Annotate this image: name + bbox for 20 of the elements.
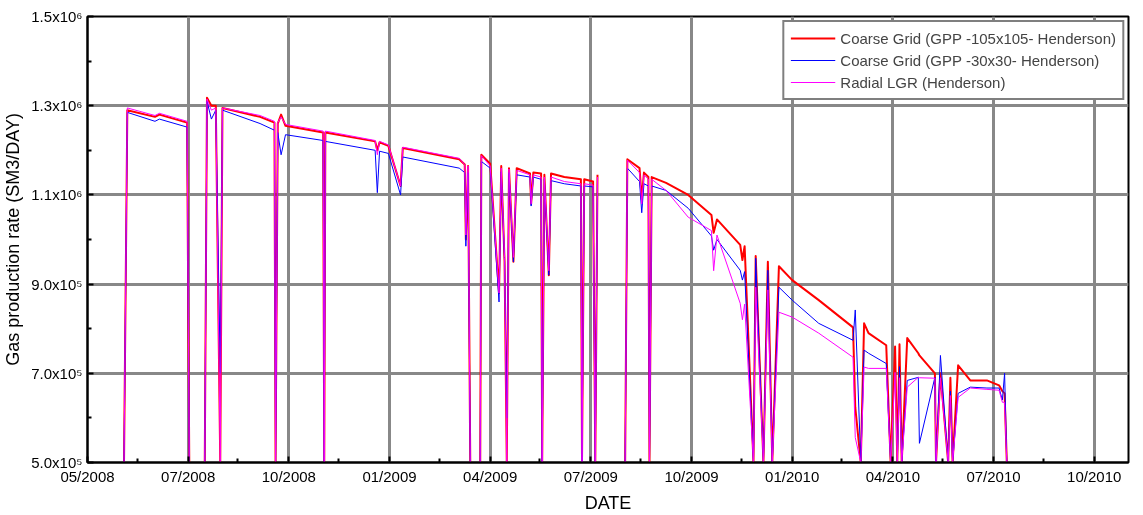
x-tick-label: 04/2009 xyxy=(463,467,518,485)
y-axis-title: Gas production rate (SM3/DAY) xyxy=(3,113,24,366)
x-tick-label: 07/2008 xyxy=(161,467,216,485)
x-tick-label: 04/2010 xyxy=(865,467,920,485)
x-tick-label: 01/2010 xyxy=(765,467,820,485)
x-axis-title: DATE xyxy=(584,492,632,513)
legend-label: Coarse Grid (GPP -105x105- Henderson) xyxy=(840,29,1116,47)
legend-label: Coarse Grid (GPP -30x30- Henderson) xyxy=(840,51,1100,69)
y-tick-label: 1.1x10⁶ xyxy=(31,186,83,204)
y-tick-label: 7.0x10⁵ xyxy=(31,364,83,382)
x-tick-label: 07/2009 xyxy=(563,467,618,485)
legend-label: Radial LGR (Henderson) xyxy=(840,73,1006,91)
y-tick-label: 9.0x10⁵ xyxy=(31,275,83,293)
x-tick-label: 10/2009 xyxy=(664,467,719,485)
y-tick-label: 1.3x10⁶ xyxy=(31,97,83,115)
x-tick-label: 01/2009 xyxy=(362,467,417,485)
x-tick-label: 10/2008 xyxy=(261,467,316,485)
x-tick-label: 10/2010 xyxy=(1067,467,1122,485)
x-tick-label: 07/2010 xyxy=(966,467,1021,485)
y-tick-label: 1.5x10⁶ xyxy=(31,8,83,25)
